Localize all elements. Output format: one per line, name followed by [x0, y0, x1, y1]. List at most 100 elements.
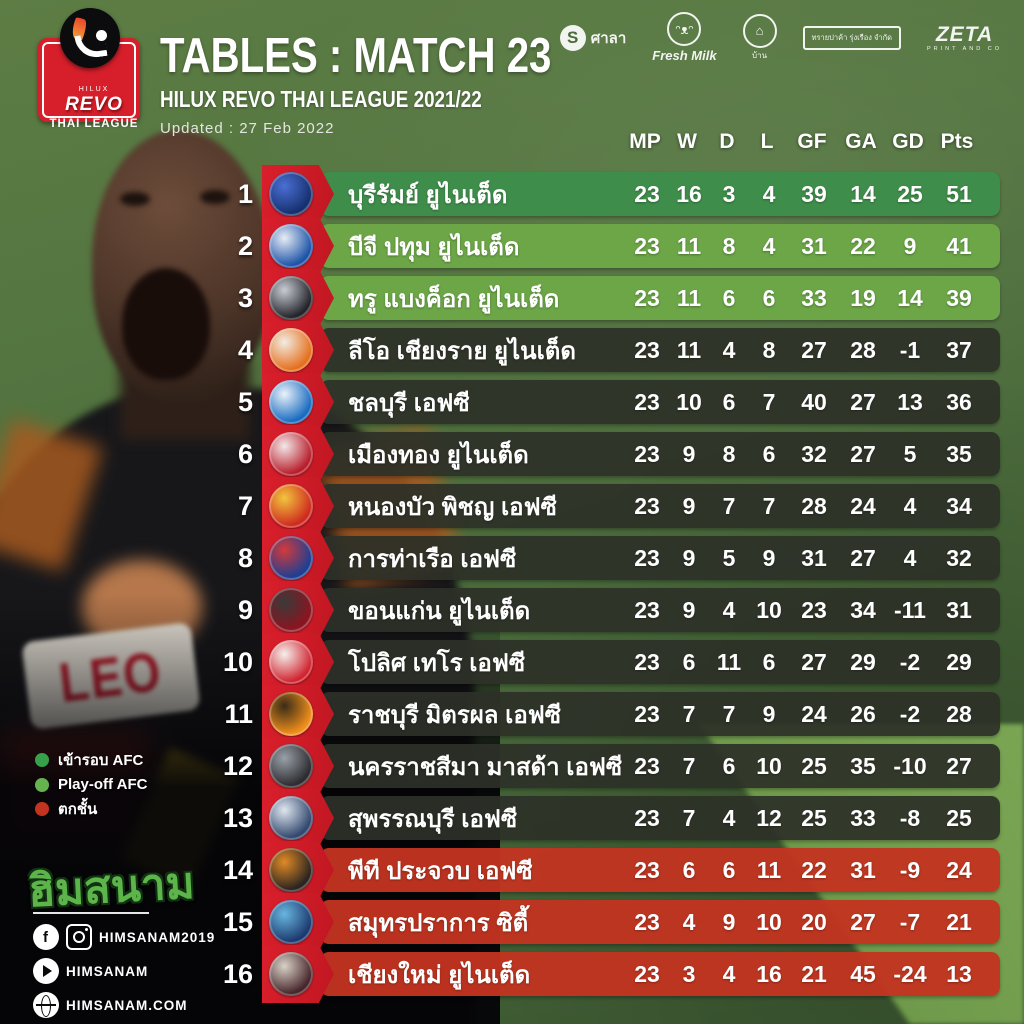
sponsor-fresh-milk: ᵔᴥᵔ Fresh Milk — [652, 12, 717, 63]
stat-mp: 23 — [634, 596, 660, 623]
team-name: การท่าเรือ เอฟซี — [348, 545, 517, 573]
team-name: พีที ประจวบ เอฟซี — [348, 857, 533, 885]
stat-gd: -24 — [893, 960, 927, 987]
sponsor-sala-label: ศาลา — [590, 29, 627, 47]
rank-number: 5 — [237, 386, 253, 417]
sponsor-baan-label: บ้าน — [752, 50, 768, 60]
table-row: 13 สุพรรณบุรี เอฟซี 23 7 4 12 25 33 -8 2… — [205, 789, 1000, 847]
stat-gd: -11 — [894, 596, 926, 623]
stat-gd: -2 — [899, 648, 921, 675]
stat-ga: 19 — [850, 284, 876, 311]
club-badge-pennant — [262, 321, 334, 379]
sponsor-zeta-sublabel: PRINT AND CO — [926, 45, 1002, 52]
stat-mp: 23 — [634, 492, 660, 519]
baan-logo-icon: ⌂ — [742, 13, 777, 48]
stat-l: 6 — [762, 648, 776, 675]
club-badge-pennant — [262, 529, 334, 587]
club-badge-pennant — [262, 581, 334, 639]
club-crest-icon — [269, 796, 313, 840]
league-logo-thai-league-label: THAI LEAGUE — [49, 118, 139, 130]
stat-w: 16 — [676, 180, 702, 207]
table-row: 8 การท่าเรือ เอฟซี 23 9 5 9 31 27 4 32 — [205, 529, 1000, 587]
table-row: 11 ราชบุรี มิตรผล เอฟซี 23 7 7 9 24 26 -… — [205, 685, 1000, 743]
row-stats: 23 6 11 6 27 29 -2 29 — [625, 640, 985, 684]
row-stats: 23 9 7 7 28 24 4 34 — [625, 484, 985, 528]
stat-gf: 31 — [801, 232, 827, 259]
club-crest-icon — [269, 224, 313, 268]
sponsor-strip: S ศาลา ᵔᴥᵔ Fresh Milk ⌂ บ้าน ทรายปาค้า ร… — [559, 12, 1002, 63]
stat-gf: 31 — [801, 544, 827, 571]
club-badge-pennant — [262, 841, 334, 899]
team-name: หนองบัว พิชญ เอฟซี — [348, 493, 557, 521]
social-row-youtube: HIMSANAM — [33, 958, 215, 984]
stat-pts: 37 — [946, 336, 972, 363]
team-name: นครราชสีมา มาสด้า เอฟซี — [348, 753, 623, 781]
stat-mp: 23 — [634, 908, 660, 935]
legend-item-relegation: ตกชั้น — [35, 797, 147, 821]
stat-pts: 13 — [946, 960, 972, 987]
stat-ga: 22 — [850, 232, 876, 259]
row-bar: บุรีรัมย์ ยูไนเต็ด 23 16 3 4 39 14 25 51 — [320, 172, 1000, 216]
row-bar: ทรู แบงค็อก ยูไนเต็ด 23 11 6 6 33 19 14 … — [320, 276, 1000, 320]
stat-d: 6 — [722, 388, 736, 415]
row-stats: 23 9 4 10 23 34 -11 31 — [625, 588, 985, 632]
col-d: D — [719, 130, 735, 153]
stat-gf: 20 — [801, 908, 827, 935]
stat-d: 7 — [722, 700, 736, 727]
stat-l: 10 — [756, 908, 782, 935]
table-row: 10 โปลิศ เทโร เอฟซี 23 6 11 6 27 29 -2 2… — [205, 633, 1000, 691]
row-bar: เมืองทอง ยูไนเต็ด 23 9 8 6 32 27 5 35 — [320, 432, 1000, 476]
stat-w: 9 — [682, 596, 696, 623]
stat-d: 7 — [722, 492, 736, 519]
team-name: เชียงใหม่ ยูไนเต็ด — [348, 961, 531, 989]
table-row: 6 เมืองทอง ยูไนเต็ด 23 9 8 6 32 27 5 35 — [205, 425, 1000, 483]
stat-l: 4 — [762, 180, 776, 207]
team-name: ทรู แบงค็อก ยูไนเต็ด — [348, 285, 560, 313]
col-mp: MP — [629, 130, 661, 153]
club-crest-icon — [269, 952, 313, 996]
rank-number: 6 — [237, 438, 253, 469]
stat-ga: 27 — [850, 388, 876, 415]
stat-d: 6 — [722, 284, 736, 311]
team-name: ขอนแก่น ยูไนเต็ด — [348, 597, 531, 625]
stat-w: 3 — [682, 960, 696, 987]
rank-number: 13 — [222, 802, 253, 833]
stat-d: 6 — [722, 856, 736, 883]
company-box-logo-icon: ทรายปาค้า รุ่งเรือง จำกัด — [802, 25, 901, 50]
table-row: 2 บีจี ปทุม ยูไนเต็ด 23 11 8 4 31 22 9 4… — [205, 217, 1000, 275]
club-crest-icon — [269, 380, 313, 424]
stat-ga: 29 — [850, 648, 876, 675]
stat-gf: 27 — [801, 648, 827, 675]
row-bar: พีที ประจวบ เอฟซี 23 6 6 11 22 31 -9 24 — [320, 848, 1000, 892]
stat-ga: 28 — [850, 336, 876, 363]
stat-ga: 14 — [850, 180, 876, 207]
stat-w: 7 — [682, 700, 696, 727]
row-bar: โปลิศ เทโร เอฟซี 23 6 11 6 27 29 -2 29 — [320, 640, 1000, 684]
table-row: 14 พีที ประจวบ เอฟซี 23 6 6 11 22 31 -9 … — [205, 841, 1000, 899]
stat-gd: -9 — [899, 856, 921, 883]
social-links: f HIMSANAM2019 HIMSANAM HIMSANAM.COM — [33, 924, 215, 1018]
zone-legend: เข้ารอบ AFC Play-off AFC ตกชั้น — [35, 748, 147, 821]
player-eye — [200, 190, 230, 204]
stat-mp: 23 — [634, 960, 660, 987]
stat-l: 7 — [762, 388, 776, 415]
sponsor-sala: S ศาลา — [559, 24, 627, 51]
stat-gf: 32 — [801, 440, 827, 467]
stat-ga: 33 — [850, 804, 876, 831]
stat-d: 4 — [722, 804, 736, 831]
sponsor-baan: ⌂ บ้าน — [742, 13, 777, 62]
stat-w: 4 — [682, 908, 696, 935]
stat-mp: 23 — [634, 180, 660, 207]
social-row-website: HIMSANAM.COM — [33, 992, 215, 1018]
stat-ga: 26 — [850, 700, 876, 727]
stat-gf: 25 — [801, 804, 827, 831]
table-row: 7 หนองบัว พิชญ เอฟซี 23 9 7 7 28 24 4 34 — [205, 477, 1000, 535]
legend-item-playoff: Play-off AFC — [35, 776, 147, 793]
relegation-dot-icon — [35, 802, 49, 816]
stat-l: 12 — [756, 804, 782, 831]
social-handle: HIMSANAM — [66, 963, 149, 979]
stat-pts: 28 — [946, 700, 972, 727]
stat-l: 6 — [762, 284, 776, 311]
club-crest-icon — [269, 640, 313, 684]
